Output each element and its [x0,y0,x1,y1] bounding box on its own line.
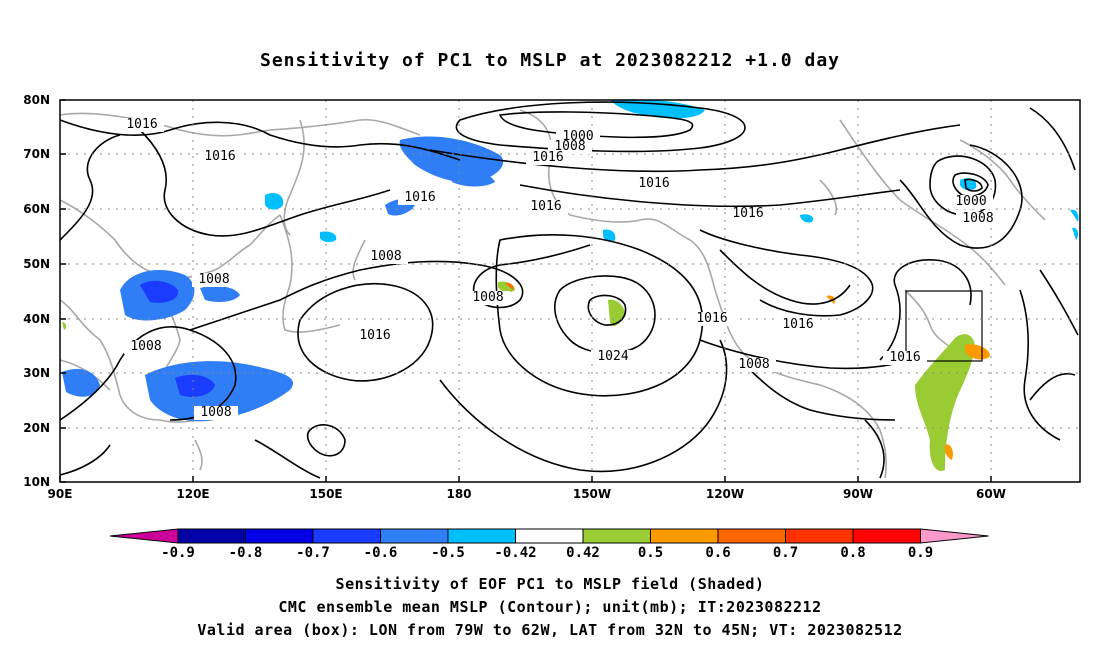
svg-text:1024: 1024 [597,349,628,364]
svg-text:1008: 1008 [554,139,585,154]
svg-text:1016: 1016 [532,150,563,165]
contour-label: 1024 [591,349,635,364]
svg-text:1016: 1016 [889,350,920,365]
contour-labels: 1016 1016 1000 1008 1016 1016 1016 1016 … [120,117,1000,420]
svg-text:1000: 1000 [955,194,986,209]
mslp-contours [59,101,1079,479]
lon-label: 150W [573,487,611,501]
colorbar-label: -0.8 [229,545,263,561]
contour-label: 1016 [353,328,397,343]
footer-line-3: Valid area (box): LON from 79W to 62W, L… [197,621,903,639]
lat-label: 20N [23,421,50,435]
colorbar-segment [717,528,786,544]
contour-label: 1016 [690,311,734,326]
lon-labels: 90E 120E 150E 180 150W 120W 90W 60W [48,487,1006,501]
svg-text:1016: 1016 [204,149,235,164]
lon-label: 150E [309,487,342,501]
colorbar-segment [582,528,651,544]
contour-label: 1008 [364,249,408,264]
contour-label: 1016 [198,149,242,164]
svg-text:1016: 1016 [696,311,727,326]
colorbar-label: 0.6 [705,545,730,561]
contour-label: 1016 [776,317,820,332]
colorbar-label: -0.7 [296,545,330,561]
colorbar-label: -0.5 [431,545,465,561]
lat-label: 70N [23,147,50,161]
svg-text:1008: 1008 [200,405,231,420]
contour-label: 1016 [120,117,164,132]
contour-label: 1008 [732,357,776,372]
colorbar-label: 0.5 [638,545,663,561]
footer-line-1: Sensitivity of EOF PC1 to MSLP field (Sh… [335,575,765,593]
footer-line-2: CMC ensemble mean MSLP (Contour); unit(m… [278,598,822,616]
svg-text:1016: 1016 [359,328,390,343]
svg-text:1016: 1016 [782,317,813,332]
lon-label: 60W [976,487,1006,501]
svg-text:1016: 1016 [530,199,561,214]
contour-label: 1008 [548,139,592,154]
lat-label: 80N [23,93,50,107]
contour-label: 1016 [398,190,442,205]
axis-ticks [59,99,992,483]
colorbar-label: 0.9 [908,545,933,561]
contour-label: 1000 [949,194,993,209]
colorbar-end-low [109,528,179,544]
colorbar-segment [245,528,314,544]
colorbar [109,528,989,544]
colorbar-segment [312,528,381,544]
colorbar-labels: -0.9 -0.8 -0.7 -0.6 -0.5 -0.42 0.42 0.5 0.6 0.7 0.… [161,545,933,561]
chart-title: Sensitivity of PC1 to MSLP at 2023082212… [259,50,840,71]
contour-label: 1008 [124,339,168,354]
contour-label: 1008 [466,290,510,305]
lon-label: 90E [48,487,73,501]
colorbar-label: -0.9 [161,545,195,561]
lat-label: 10N [23,475,50,489]
colorbar-segment [380,528,449,544]
contour-label: 1016 [526,150,570,165]
svg-text:1016: 1016 [126,117,157,132]
contour-label: 1008 [194,405,238,420]
contour-label: 1016 [726,206,770,221]
contour-label: 1016 [883,350,927,365]
svg-text:1008: 1008 [130,339,161,354]
lon-label: 90W [843,487,873,501]
svg-text:1008: 1008 [472,290,503,305]
colorbar-end-high [920,528,989,544]
colorbar-label: -0.6 [364,545,398,561]
svg-text:1008: 1008 [962,211,993,226]
svg-text:1016: 1016 [404,190,435,205]
svg-text:1016: 1016 [732,206,763,221]
colorbar-label: -0.42 [494,545,536,561]
colorbar-segment [447,528,516,544]
contour-label: 1008 [192,272,236,287]
lat-label: 40N [23,312,50,326]
svg-text:1008: 1008 [198,272,229,287]
colorbar-label: 0.7 [773,545,798,561]
contour-label: 1016 [524,199,568,214]
lat-label: 30N [23,366,50,380]
lon-label: 120E [176,487,209,501]
colorbar-segment [650,528,719,544]
colorbar-label: 0.8 [840,545,865,561]
lat-label: 50N [23,257,50,271]
colorbar-segment [852,528,921,544]
shaded-negative [62,99,1079,422]
lon-label: 120W [706,487,744,501]
svg-text:1008: 1008 [738,357,769,372]
lat-labels: 80N 70N 60N 50N 40N 30N 20N 10N [23,93,50,489]
colorbar-segment [785,528,854,544]
contour-label: 1016 [632,176,676,191]
svg-text:1008: 1008 [370,249,401,264]
colorbar-segment [177,528,246,544]
valid-area-box [905,290,983,362]
svg-text:1016: 1016 [638,176,669,191]
contour-label: 1008 [956,211,1000,226]
colorbar-segment [515,528,584,544]
lat-label: 60N [23,202,50,216]
colorbar-label: 0.42 [566,545,600,561]
lon-label: 180 [446,487,471,501]
map-frame [59,99,1081,483]
